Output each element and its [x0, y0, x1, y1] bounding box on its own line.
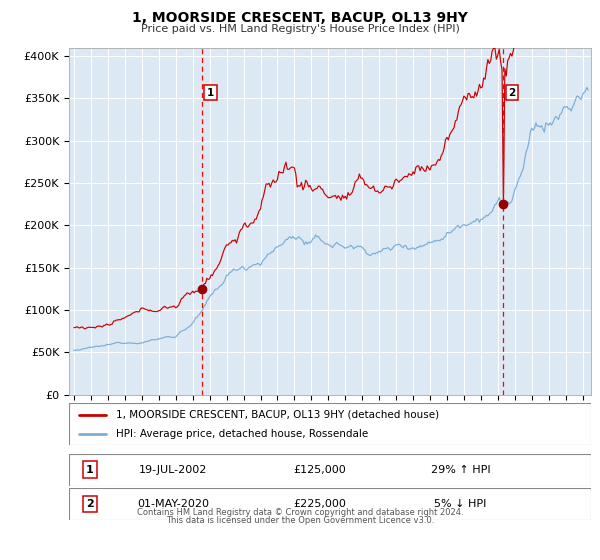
Text: 2: 2 — [86, 500, 94, 509]
FancyBboxPatch shape — [69, 488, 591, 520]
Text: HPI: Average price, detached house, Rossendale: HPI: Average price, detached house, Ross… — [116, 429, 368, 439]
Text: 1, MOORSIDE CRESCENT, BACUP, OL13 9HY (detached house): 1, MOORSIDE CRESCENT, BACUP, OL13 9HY (d… — [116, 409, 439, 419]
Text: 1, MOORSIDE CRESCENT, BACUP, OL13 9HY: 1, MOORSIDE CRESCENT, BACUP, OL13 9HY — [132, 11, 468, 25]
FancyBboxPatch shape — [69, 403, 591, 445]
Text: 1: 1 — [86, 465, 94, 474]
Text: 5% ↓ HPI: 5% ↓ HPI — [434, 500, 487, 509]
Text: 01-MAY-2020: 01-MAY-2020 — [137, 500, 209, 509]
Text: 2: 2 — [508, 88, 515, 98]
Text: £125,000: £125,000 — [293, 465, 346, 474]
Text: £225,000: £225,000 — [293, 500, 346, 509]
Text: Contains HM Land Registry data © Crown copyright and database right 2024.: Contains HM Land Registry data © Crown c… — [137, 508, 463, 517]
Text: This data is licensed under the Open Government Licence v3.0.: This data is licensed under the Open Gov… — [166, 516, 434, 525]
FancyBboxPatch shape — [69, 454, 591, 486]
Text: 29% ↑ HPI: 29% ↑ HPI — [431, 465, 490, 474]
Text: Price paid vs. HM Land Registry's House Price Index (HPI): Price paid vs. HM Land Registry's House … — [140, 24, 460, 34]
Text: 1: 1 — [207, 88, 214, 98]
Text: 19-JUL-2002: 19-JUL-2002 — [139, 465, 208, 474]
